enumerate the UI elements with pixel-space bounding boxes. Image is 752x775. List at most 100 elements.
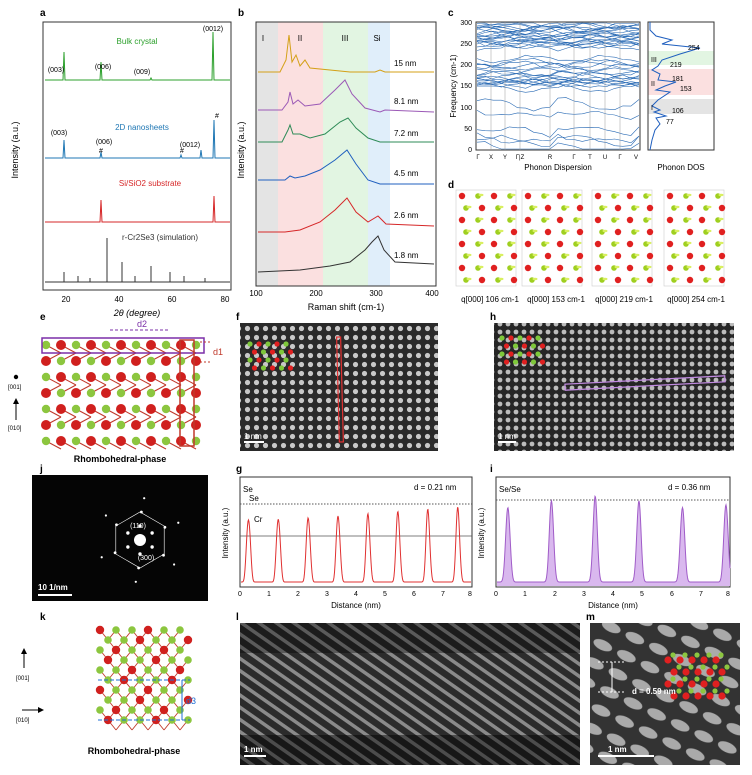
panel-c-dos-peak: 219	[670, 62, 682, 69]
panel-letter-f: f	[236, 312, 240, 323]
cr-atom	[86, 404, 96, 414]
se-atom	[161, 372, 171, 382]
diffraction-spot	[126, 531, 130, 535]
cr-atom	[544, 204, 552, 212]
cr-atom	[116, 436, 126, 446]
panel-b-xtick: 300	[369, 289, 383, 298]
panel-g-label: Cr	[254, 515, 263, 524]
se-atom	[56, 388, 66, 398]
cr-atom	[101, 356, 111, 366]
panel-c-ytick: 0	[468, 147, 472, 154]
panel-k-axis-arrowhead	[38, 707, 44, 713]
cr-atom	[698, 216, 706, 224]
panel-b: b I II III Si 15 nm 8.1 nm 7.2 nm 4.5 nm…	[236, 8, 439, 312]
overlay-atom	[247, 357, 253, 363]
overlay-atom	[694, 668, 702, 676]
panel-i-xtick: 4	[611, 591, 615, 598]
panel-b-thickness: 4.5 nm	[394, 169, 419, 178]
cr-atom	[594, 216, 602, 224]
cr-atom	[576, 276, 584, 284]
panel-d-mode-label: q[000] 106 cm-1	[461, 295, 519, 304]
overlay-atom	[700, 656, 708, 664]
dispersion-band	[476, 42, 640, 52]
diffraction-spot	[150, 545, 154, 549]
dispersion-band	[476, 57, 640, 67]
displacement-lobe	[674, 205, 680, 209]
overlay-atom	[274, 341, 280, 347]
panel-g-xtick: 3	[325, 591, 329, 598]
panel-d-modes	[455, 189, 726, 287]
cr-atom	[510, 252, 518, 260]
panel-letter-a: a	[40, 8, 46, 19]
panel-c-xlabel: Phonon Dispersion	[524, 163, 592, 172]
panel-e-column-box	[179, 339, 195, 447]
displacement-lobe	[478, 193, 484, 197]
se-atom	[168, 656, 176, 664]
panel-letter-j: j	[39, 464, 43, 475]
cr-atom	[191, 388, 201, 398]
panel-c-dos-peak: 77	[666, 119, 674, 126]
se-atom	[101, 340, 111, 350]
panel-h-linescan	[564, 375, 726, 391]
cr-atom	[544, 252, 552, 260]
se-atom	[161, 340, 171, 350]
dispersion-band	[476, 26, 640, 34]
overlay-atom	[706, 668, 714, 676]
panel-a-hash: #	[99, 148, 103, 155]
panel-b-region-Si	[368, 22, 390, 286]
panel-a-xtick: 20	[62, 295, 71, 304]
displacement-lobe	[686, 265, 692, 269]
cr-atom	[101, 388, 111, 398]
panel-m-scale-label: 1 nm	[608, 745, 627, 754]
se-atom	[160, 686, 168, 694]
cr-atom	[524, 216, 532, 224]
cr-atom	[86, 340, 96, 350]
displacement-lobe	[634, 277, 640, 281]
panel-m-atom-overlay	[664, 652, 730, 700]
panel-g-xtick: 0	[238, 591, 242, 598]
overlay-atom	[700, 680, 708, 688]
overlay-atom	[688, 656, 696, 664]
displacement-lobe	[576, 241, 582, 245]
panel-i-xtick: 8	[726, 591, 730, 598]
panel-c-dos-curve	[649, 22, 701, 151]
displacement-lobe	[686, 217, 692, 221]
dispersion-band	[476, 74, 640, 83]
panel-a-peak: (0012)	[203, 26, 223, 33]
cr-atom	[131, 388, 141, 398]
cr-atom	[646, 228, 654, 236]
panel-b-region-III	[323, 22, 368, 286]
se-atom	[191, 340, 201, 350]
se-atom	[146, 356, 156, 366]
panel-b-trace	[258, 117, 434, 143]
se-atom	[176, 356, 186, 366]
dispersion-band	[476, 67, 640, 76]
se-atom	[116, 420, 126, 430]
overlay-atom	[535, 351, 541, 357]
overlay-atom	[688, 680, 696, 688]
displacement-lobe	[498, 229, 504, 233]
cr-atom	[161, 420, 171, 430]
cr-atom	[614, 228, 622, 236]
panel-b-trace	[257, 235, 435, 273]
diffraction-spot	[143, 497, 146, 500]
panel-b-thickness: 2.6 nm	[394, 211, 419, 220]
panel-c-xtick: Γ|Z	[516, 155, 525, 161]
dispersion-band	[476, 60, 640, 70]
panel-a-peak: (003)	[51, 130, 67, 137]
cr-atom	[626, 192, 634, 200]
dispersion-band	[476, 126, 640, 138]
cr-atom	[95, 685, 105, 695]
cr-atom	[576, 252, 584, 260]
overlay-atom	[712, 680, 720, 688]
cr-atom	[510, 204, 518, 212]
panel-e-row-box	[41, 337, 205, 354]
dispersion-band	[476, 30, 640, 40]
panel-c-xtick: R	[548, 155, 553, 161]
panel-letter-l: l	[236, 612, 239, 623]
overlay-atom	[682, 692, 690, 700]
cr-atom	[478, 228, 486, 236]
overlay-atom	[664, 656, 672, 664]
dispersion-band	[476, 22, 639, 29]
panel-letter-k: k	[40, 612, 46, 623]
